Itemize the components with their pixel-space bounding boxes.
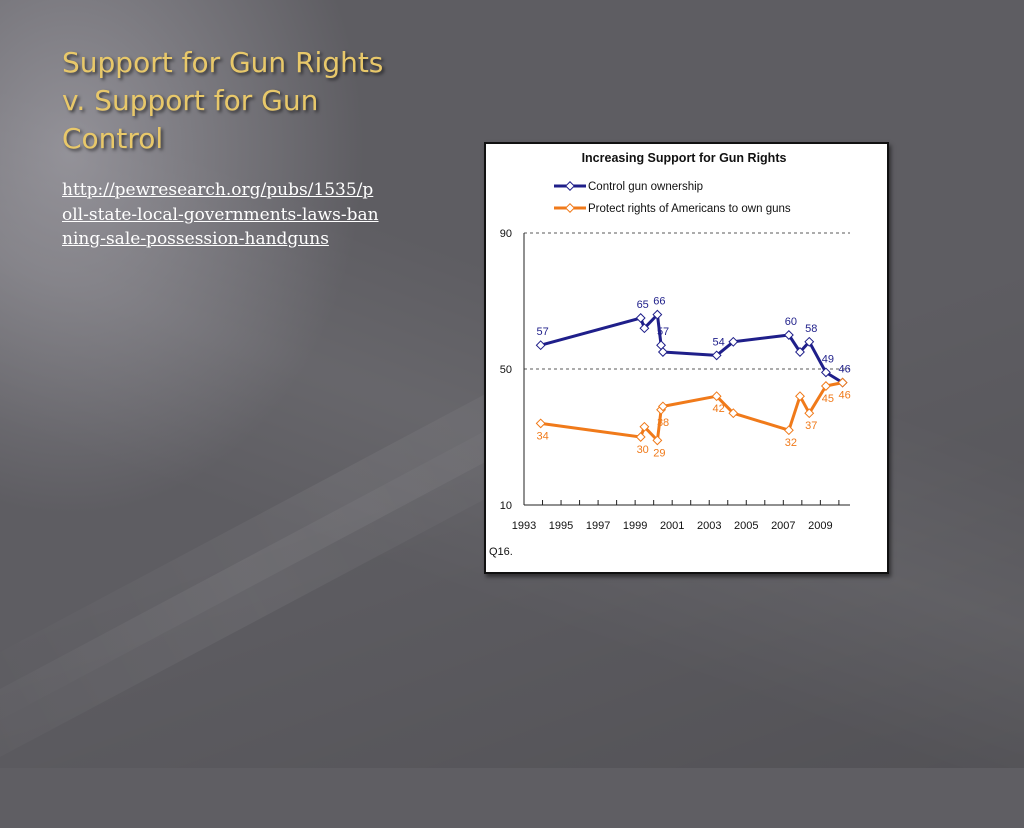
series-line	[540, 381, 843, 442]
data-point	[820, 381, 831, 391]
data-point	[837, 377, 848, 388]
x-tick-label: 2009	[808, 520, 832, 532]
data-label: 54	[713, 336, 725, 348]
data-point	[795, 347, 805, 357]
x-tick-label: 2005	[734, 520, 758, 532]
data-point	[783, 330, 794, 340]
data-label: 46	[838, 390, 850, 402]
legend-label-control: Control gun ownership	[588, 181, 703, 193]
slide-title: Support for Gun Rights v. Support for Gu…	[62, 46, 384, 155]
data-label: 32	[785, 437, 797, 449]
data-point	[635, 313, 646, 323]
data-point	[639, 421, 650, 432]
y-tick-label: 50	[500, 364, 512, 376]
data-label: 58	[805, 323, 817, 335]
data-point	[804, 408, 815, 419]
x-tick-label: 1997	[586, 520, 610, 532]
y-tick-label: 10	[500, 500, 512, 512]
data-label: 65	[637, 299, 649, 311]
legend-label-rights: Protect rights of Americans to own guns	[588, 203, 791, 215]
data-point	[820, 367, 831, 378]
data-label: 49	[822, 353, 834, 365]
x-tick-label: 1993	[512, 520, 536, 532]
data-label: 37	[805, 420, 817, 432]
data-label: 42	[713, 403, 725, 415]
x-tick-label: 2001	[660, 520, 684, 532]
x-tick-label: 2007	[771, 520, 795, 532]
y-tick-label: 90	[500, 228, 512, 240]
data-point	[795, 391, 805, 402]
data-label: 34	[537, 430, 549, 442]
chart-footnote: Q16.	[489, 546, 513, 558]
data-point	[804, 336, 815, 347]
x-tick-label: 1999	[623, 520, 647, 532]
source-link[interactable]: http://pewresearch.org/pubs/1535/poll-st…	[62, 180, 379, 249]
data-point	[535, 418, 546, 429]
x-tick-label: 2003	[697, 520, 721, 532]
data-label: 38	[657, 417, 669, 429]
data-point	[657, 401, 668, 412]
chart-title: Increasing Support for Gun Rights	[582, 151, 787, 165]
legend-marker-rights	[565, 203, 575, 213]
data-label: 66	[653, 296, 665, 308]
legend-marker-control	[565, 181, 575, 191]
data-point	[711, 391, 722, 402]
data-point	[728, 336, 739, 347]
data-label: 60	[785, 316, 797, 328]
data-point	[657, 347, 668, 357]
data-point	[535, 340, 546, 351]
data-point	[652, 309, 663, 320]
data-label: 57	[657, 326, 669, 338]
data-point	[711, 350, 722, 361]
data-point	[783, 425, 794, 436]
data-point	[728, 408, 739, 419]
data-label: 46	[838, 364, 850, 376]
data-label: 29	[653, 447, 665, 459]
data-point	[652, 435, 663, 446]
data-label: 45	[822, 393, 834, 405]
data-label: 30	[637, 444, 649, 456]
line-chart: Increasing Support for Gun Rights Contro…	[489, 151, 851, 558]
data-point	[635, 432, 646, 442]
chart-frame: Increasing Support for Gun Rights Contro…	[484, 142, 889, 574]
data-point	[639, 323, 650, 334]
x-tick-label: 1995	[549, 520, 573, 532]
series-line	[540, 313, 844, 384]
plot-area: 10 50 90 1993 1995 1997 1999 2001 2003 2005 2007 20…	[500, 228, 851, 532]
data-label: 57	[537, 326, 549, 338]
legend: Control gun ownership Protect rights of …	[554, 181, 791, 215]
